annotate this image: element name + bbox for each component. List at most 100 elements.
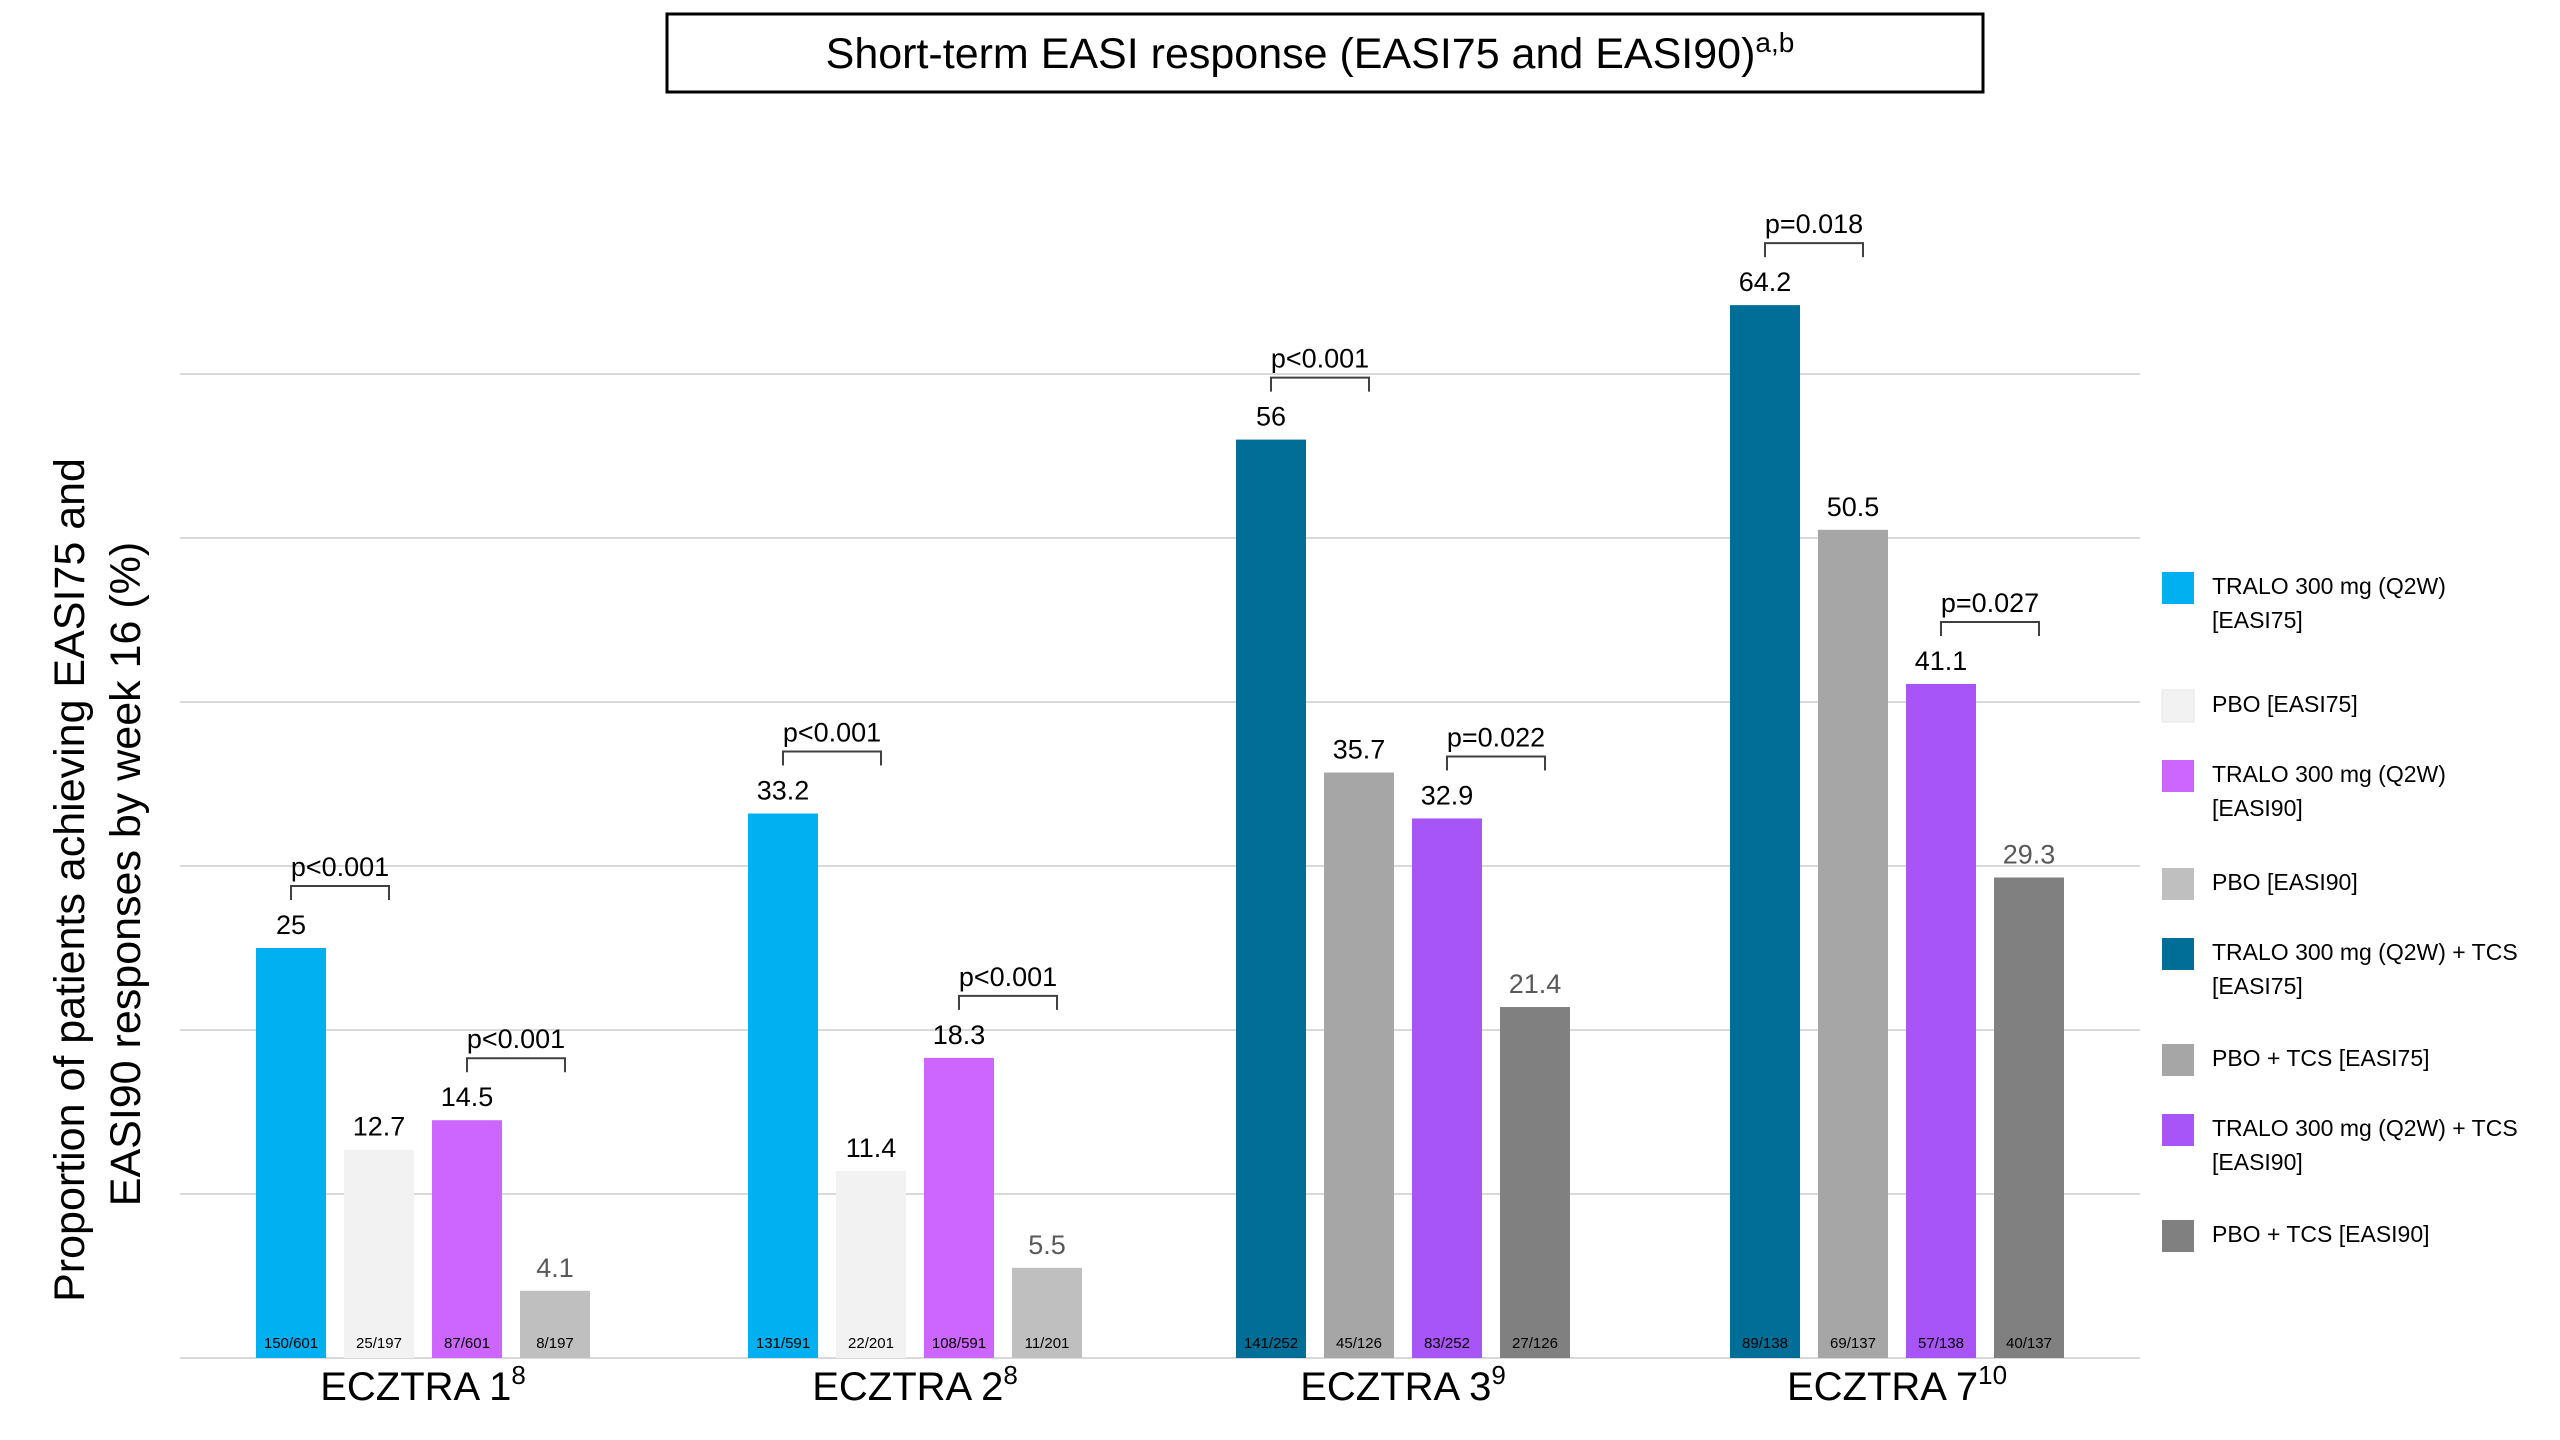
sample-size-label: 69/137	[1830, 1335, 1876, 1352]
data-label: 4.1	[536, 1253, 574, 1283]
chart-title-superscript: a,b	[1755, 27, 1794, 58]
significance-bracket	[1270, 376, 1370, 392]
legend-swatch-tralo_easi75	[2162, 572, 2194, 604]
data-label: 64.2	[1739, 267, 1792, 297]
x-axis-labels: ECZTRA 18 ECZTRA 28 ECZTRA 39 ECZTRA 710	[320, 1360, 2007, 1409]
legend-label-line: PBO + TCS [EASI90]	[2212, 1221, 2430, 1247]
legend-label-line: [EASI90]	[2212, 795, 2303, 821]
legend-label-line: TRALO 300 mg (Q2W)	[2212, 761, 2446, 787]
data-label: 21.4	[1509, 969, 1562, 999]
chart-title-text: Short-term EASI response (EASI75 and EAS…	[826, 30, 1756, 78]
legend: TRALO 300 mg (Q2W) [EASI75] PBO [EASI75] TR…	[2161, 572, 2518, 1252]
group-label-name: ECZTRA 2	[812, 1365, 1003, 1409]
legend-label-line: PBO [EASI90]	[2212, 869, 2358, 895]
data-label: 14.5	[441, 1082, 494, 1112]
sample-size-label: 83/252	[1424, 1335, 1470, 1352]
y-axis-label-line-2: EASI90 responses by week 16 (%)	[102, 542, 150, 1206]
bar-pbo_tcs_easi90	[1994, 877, 2064, 1358]
legend-label-line: [EASI90]	[2212, 1149, 2303, 1175]
y-axis-label-line-1: Proportion of patients achieving EASI75 …	[46, 458, 94, 1302]
p-value-label: p<0.001	[959, 962, 1057, 992]
significance-brackets: p<0.001 p<0.001 p<0.001 p<0.001 p<0.001 p=0.0…	[290, 209, 2040, 1073]
sample-size-label: 131/591	[756, 1335, 810, 1352]
group-label: ECZTRA 39	[1300, 1360, 1506, 1409]
chart-title: Short-term EASI response (EASI75 and EAS…	[826, 27, 1795, 78]
legend-label-line: [EASI75]	[2212, 973, 2303, 999]
legend-label-pbo_tcs_easi90: PBO + TCS [EASI90]	[2212, 1221, 2430, 1247]
p-value-label: p=0.022	[1447, 722, 1545, 752]
bar-tralo_tcs_easi90	[1906, 683, 1976, 1358]
group-label: ECZTRA 710	[1787, 1360, 2007, 1409]
data-label: 5.5	[1028, 1230, 1066, 1260]
data-label: 11.4	[846, 1133, 897, 1163]
legend-label-line: PBO [EASI75]	[2212, 691, 2358, 717]
legend-label-tralo_easi90: TRALO 300 mg (Q2W) [EASI90]	[2212, 761, 2446, 821]
significance-bracket	[1764, 242, 1864, 258]
bar-pbo_tcs_easi90	[1500, 1007, 1570, 1358]
p-value-label: p=0.018	[1765, 209, 1863, 239]
bar-tralo_easi90	[924, 1057, 994, 1358]
bar-pbo_easi75	[836, 1171, 906, 1358]
legend-label-tralo_tcs_easi90: TRALO 300 mg (Q2W) + TCS [EASI90]	[2212, 1115, 2518, 1175]
group-label-reference: 9	[1491, 1360, 1505, 1390]
p-value-label: p=0.027	[1941, 588, 2039, 618]
data-label: 41.1	[1915, 646, 1968, 676]
sample-size-label: 150/601	[264, 1335, 318, 1352]
data-labels: 25 150/601 12.7 25/197 14.5 87/601 4.1 8/197 33.…	[264, 267, 2055, 1352]
bar-tralo_easi75	[748, 813, 818, 1358]
data-label: 35.7	[1333, 735, 1386, 765]
bar-pbo_easi90	[520, 1290, 590, 1358]
sample-size-label: 40/137	[2006, 1335, 2052, 1352]
data-label: 18.3	[933, 1020, 986, 1050]
sample-size-label: 57/138	[1918, 1335, 1964, 1352]
p-value-label: p<0.001	[783, 718, 881, 748]
sample-size-label: 45/126	[1336, 1335, 1382, 1352]
legend-swatch-tralo_tcs_easi75	[2162, 938, 2194, 970]
legend-label-tralo_tcs_easi75: TRALO 300 mg (Q2W) + TCS [EASI75]	[2212, 939, 2518, 999]
legend-swatch-tralo_easi90	[2162, 760, 2194, 792]
significance-bracket	[466, 1057, 566, 1073]
legend-swatch-pbo_tcs_easi75	[2162, 1044, 2194, 1076]
group-label-reference: 10	[1978, 1360, 2007, 1390]
bar-tralo_tcs_easi75	[1236, 439, 1306, 1359]
bar-pbo_tcs_easi75	[1818, 529, 1888, 1358]
sample-size-label: 8/197	[536, 1335, 574, 1352]
legend-label-line: TRALO 300 mg (Q2W) + TCS	[2212, 1115, 2518, 1141]
bars	[256, 305, 2064, 1359]
group-label-name: ECZTRA 3	[1300, 1365, 1491, 1409]
legend-label-tralo_easi75: TRALO 300 mg (Q2W) [EASI75]	[2212, 573, 2446, 633]
gridlines	[180, 373, 2140, 1359]
significance-bracket	[782, 750, 882, 766]
data-label: 50.5	[1827, 492, 1880, 522]
group-label: ECZTRA 28	[812, 1360, 1018, 1409]
significance-bracket	[1940, 620, 2040, 636]
chart-title-box: Short-term EASI response (EASI75 and EAS…	[665, 12, 1985, 94]
legend-label-line: TRALO 300 mg (Q2W)	[2212, 573, 2446, 599]
legend-swatch-pbo_easi75	[2161, 689, 2195, 723]
legend-label-pbo_easi90: PBO [EASI90]	[2212, 869, 2358, 895]
bar-pbo_easi90	[1012, 1267, 1082, 1358]
sample-size-label: 141/252	[1244, 1335, 1298, 1352]
data-label: 33.2	[757, 776, 810, 806]
sample-size-label: 87/601	[444, 1335, 490, 1352]
group-label-name: ECZTRA 1	[320, 1365, 511, 1409]
group-label-name: ECZTRA 7	[1787, 1365, 1978, 1409]
group-label-reference: 8	[1003, 1360, 1017, 1390]
chart-title-border	[665, 12, 1985, 94]
bar-tralo_tcs_easi75	[1730, 305, 1800, 1358]
bar-pbo_tcs_easi75	[1324, 772, 1394, 1358]
legend-swatch-pbo_easi90	[2162, 868, 2194, 900]
data-label: 12.7	[353, 1112, 406, 1142]
significance-bracket	[958, 994, 1058, 1010]
legend-label-line: PBO + TCS [EASI75]	[2212, 1045, 2430, 1071]
sample-size-label: 89/138	[1742, 1335, 1788, 1352]
group-label: ECZTRA 18	[320, 1360, 526, 1409]
legend-swatch-tralo_tcs_easi90	[2162, 1114, 2194, 1146]
legend-label-pbo_easi75: PBO [EASI75]	[2212, 691, 2358, 717]
bar-pbo_easi75	[344, 1149, 414, 1358]
data-label: 29.3	[2003, 839, 2056, 869]
p-value-label: p<0.001	[1271, 344, 1369, 374]
legend-label-line: TRALO 300 mg (Q2W) + TCS	[2212, 939, 2518, 965]
y-axis-label: Proportion of patients achieving EASI75 …	[46, 446, 150, 1302]
